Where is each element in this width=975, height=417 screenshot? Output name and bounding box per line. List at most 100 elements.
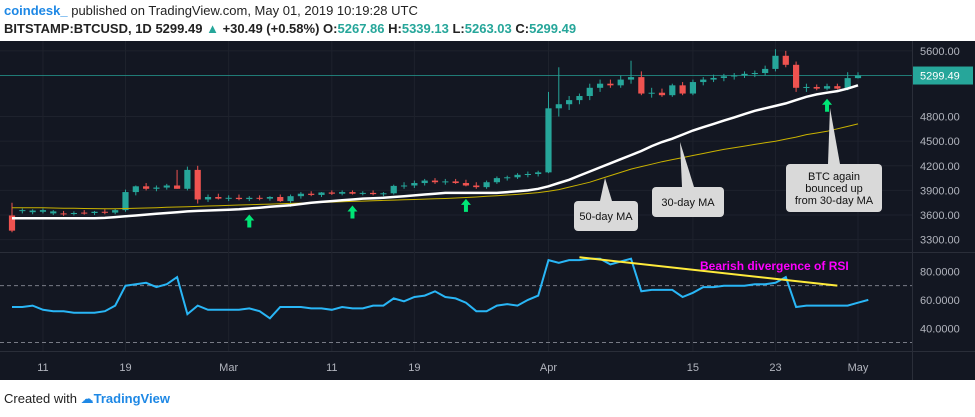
bounce-callout-text: from 30-day MA bbox=[795, 195, 874, 207]
ma30-callout-text: 30-day MA bbox=[661, 197, 715, 209]
high-value: 5339.13 bbox=[401, 21, 449, 36]
candle-body bbox=[823, 86, 831, 89]
candle-body bbox=[617, 79, 624, 86]
candle-body bbox=[390, 185, 397, 194]
time-tick-label: 19 bbox=[408, 362, 420, 374]
candle-body bbox=[834, 86, 841, 89]
candle-body bbox=[297, 193, 304, 197]
candle-body bbox=[431, 180, 439, 183]
candle-body bbox=[328, 192, 335, 194]
bounce-callout-pointer bbox=[828, 108, 840, 164]
price-tick-label: 4800.00 bbox=[920, 112, 960, 124]
candle-body bbox=[782, 55, 789, 65]
time-tick-label: 11 bbox=[37, 362, 48, 374]
last-price-tag bbox=[913, 66, 973, 85]
candle-body bbox=[524, 174, 531, 176]
open-label: O: bbox=[323, 21, 338, 36]
time-tick-label: 23 bbox=[769, 362, 781, 374]
candle-body bbox=[194, 169, 201, 200]
last-price-tag-text: 5299.49 bbox=[920, 71, 960, 83]
candle-body bbox=[70, 213, 77, 215]
candle-body bbox=[50, 211, 57, 214]
candle-body bbox=[638, 77, 645, 94]
up-arrow-icon bbox=[347, 205, 358, 219]
candle-body bbox=[153, 187, 160, 189]
candle-body bbox=[81, 212, 88, 214]
candle-body bbox=[793, 64, 800, 88]
ma-50-line bbox=[12, 123, 859, 210]
time-tick-label: May bbox=[848, 362, 869, 374]
time-tick-label: 19 bbox=[119, 362, 131, 374]
last-price: 5299.49 bbox=[155, 21, 203, 36]
candle-body bbox=[349, 192, 356, 194]
price-tick-label: 4500.00 bbox=[920, 136, 960, 148]
candle-body bbox=[225, 197, 232, 199]
candle-body bbox=[318, 192, 325, 195]
candle-body bbox=[555, 104, 562, 109]
tradingview-logo-icon: ☁ bbox=[80, 391, 94, 406]
candle-body bbox=[204, 196, 212, 200]
price-tick-label: 4200.00 bbox=[920, 161, 960, 173]
divergence-line bbox=[579, 256, 838, 287]
candle-body bbox=[658, 92, 666, 96]
tradingview-brand[interactable]: TradingView bbox=[93, 391, 170, 406]
up-arrow-icon bbox=[460, 198, 471, 212]
time-tick-label: 15 bbox=[687, 362, 699, 374]
candle-body bbox=[535, 172, 542, 175]
candle-body bbox=[215, 196, 222, 199]
high-label: H: bbox=[388, 21, 402, 36]
candle-body bbox=[462, 183, 470, 186]
candle-body bbox=[731, 75, 738, 77]
candle-body bbox=[308, 193, 315, 195]
candle-body bbox=[29, 210, 36, 213]
created-with-text: Created with bbox=[4, 391, 77, 406]
candle-body bbox=[627, 77, 635, 80]
candle-body bbox=[514, 174, 521, 178]
candle-body bbox=[700, 79, 707, 83]
author-name[interactable]: coindesk_ bbox=[4, 3, 68, 18]
candle-body bbox=[143, 186, 150, 189]
price-tick-label: 3900.00 bbox=[920, 185, 960, 197]
low-value: 5263.03 bbox=[464, 21, 512, 36]
candle-body bbox=[339, 192, 346, 194]
rsi-line bbox=[12, 257, 869, 320]
candle-body bbox=[772, 55, 779, 69]
candle-body bbox=[442, 181, 449, 183]
candle-body bbox=[184, 169, 191, 189]
candle-body bbox=[132, 186, 139, 193]
candle-body bbox=[101, 211, 108, 213]
rsi-tick-label: 80.0000 bbox=[920, 266, 960, 278]
candle-body bbox=[596, 83, 604, 88]
price-tick-label: 3600.00 bbox=[920, 210, 960, 222]
candle-body bbox=[545, 108, 552, 173]
candle-body bbox=[380, 193, 387, 195]
candle-body bbox=[648, 92, 655, 94]
candle-body bbox=[493, 178, 500, 183]
candle-body bbox=[607, 83, 614, 86]
divergence-label: Bearish divergence of RSI bbox=[700, 259, 849, 273]
candle-body bbox=[566, 100, 573, 105]
candle-body bbox=[689, 82, 697, 94]
candle-body bbox=[669, 85, 676, 96]
candle-body bbox=[483, 182, 490, 188]
candle-body bbox=[710, 77, 717, 80]
time-tick-label: 11 bbox=[326, 362, 337, 374]
ma30-callout-pointer bbox=[680, 142, 694, 187]
candle-body bbox=[266, 196, 274, 199]
close-value: 5299.49 bbox=[529, 21, 577, 36]
candle-body bbox=[235, 197, 243, 200]
symbol-name: BITSTAMP:BTCUSD, 1D bbox=[4, 21, 152, 36]
candle-body bbox=[359, 192, 366, 194]
candle-body bbox=[813, 86, 820, 89]
candle-body bbox=[844, 78, 851, 89]
close-label: C: bbox=[515, 21, 530, 36]
up-arrow-icon bbox=[244, 214, 255, 228]
up-arrow-icon bbox=[822, 98, 833, 112]
publish-info: coindesk_ published on TradingView.com, … bbox=[4, 3, 418, 18]
candle-body bbox=[762, 68, 769, 74]
published-text: published on TradingView.com, May 01, 20… bbox=[71, 3, 418, 18]
candle-body bbox=[60, 213, 67, 215]
candle-body bbox=[473, 185, 480, 188]
price-tick-label: 5600.00 bbox=[920, 46, 960, 58]
